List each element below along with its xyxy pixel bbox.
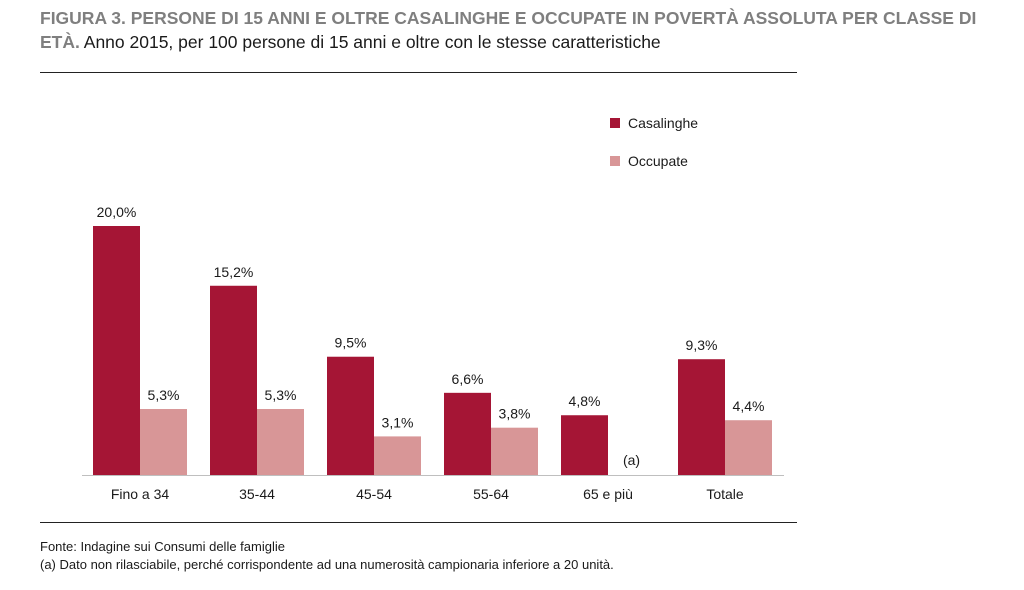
data-label-occupate-65-e-pi: (a) [623,452,640,468]
title-subtitle: Anno 2015, per 100 persone di 15 anni e … [79,32,661,52]
data-label-casalinghe-45-54: 9,5% [335,335,367,351]
data-label-casalinghe-totale: 9,3% [686,337,718,353]
chart-title: FIGURA 3. PERSONE DI 15 ANNI E OLTRE CAS… [40,6,1020,54]
bar-occupate-35-44 [257,409,304,475]
bar-casalinghe-totale [678,359,725,475]
category-label-fino-a-34: Fino a 34 [111,486,170,502]
data-label-casalinghe-55-64: 6,6% [452,371,484,387]
bar-casalinghe-45-54 [327,356,374,475]
bar-casalinghe-35-44 [210,285,257,475]
top-rule [40,72,797,73]
legend-item-occupate: Occupate [610,150,698,172]
bottom-rule [40,522,797,523]
data-label-casalinghe-35-44: 15,2% [214,264,254,280]
data-label-occupate-fino-a-34: 5,3% [148,387,180,403]
bar-casalinghe-65-e-pi [561,415,608,475]
bar-casalinghe-fino-a-34 [93,226,140,475]
category-label-35-44: 35-44 [239,486,275,502]
footnote-a: (a) Dato non rilasciabile, perché corris… [40,557,614,572]
data-label-casalinghe-65-e-pi: 4,8% [569,393,601,409]
data-label-occupate-55-64: 3,8% [499,406,531,422]
bar-occupate-totale [725,420,772,475]
bar-occupate-55-64 [491,427,538,475]
footnotes: Fonte: Indagine sui Consumi delle famigl… [40,538,614,574]
category-label-totale: Totale [706,486,744,502]
legend-label-occupate: Occupate [628,153,688,169]
category-label-65-e-pi: 65 e più [583,486,633,502]
data-label-occupate-45-54: 3,1% [382,414,414,430]
title-bold: FIGURA 3. PERSONE DI 15 ANNI E OLTRE CAS… [40,8,977,52]
bar-occupate-fino-a-34 [140,409,187,475]
data-label-occupate-35-44: 5,3% [265,387,297,403]
legend-item-casalinghe: Casalinghe [610,112,698,134]
category-label-45-54: 45-54 [356,486,392,502]
bar-casalinghe-55-64 [444,392,491,475]
legend-label-casalinghe: Casalinghe [628,115,699,131]
legend-swatch-occupate [610,156,620,166]
legend: Casalinghe Occupate [610,112,698,188]
legend-swatch-casalinghe [610,118,620,128]
data-label-occupate-totale: 4,4% [733,398,765,414]
bar-occupate-45-54 [374,436,421,475]
source-note: Fonte: Indagine sui Consumi delle famigl… [40,539,285,554]
data-label-casalinghe-fino-a-34: 20,0% [97,204,137,220]
category-label-55-64: 55-64 [473,486,509,502]
